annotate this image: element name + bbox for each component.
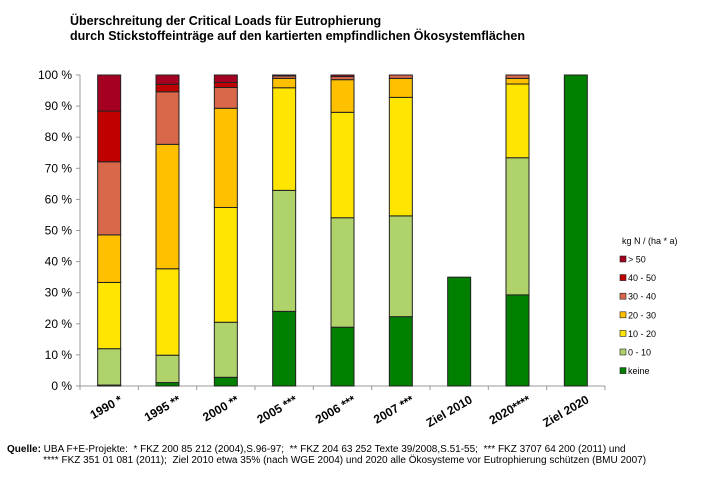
source-note: Quelle: UBA F+E-Projekte: * FKZ 200 85 2… [7,444,646,466]
bar-segment [213,81,238,88]
bar-segment [155,354,180,384]
y-tick-label: 60 % [45,192,73,206]
bar-segment [155,382,180,387]
x-tick-label: 2005 *** [255,392,300,426]
legend-label: keine [628,366,650,376]
bar-segment [272,74,297,77]
bar-segment [505,294,530,387]
legend-swatch [619,311,627,319]
chart-title: Überschreitung der Critical Loads für Eu… [70,14,525,44]
title-line-2: durch Stickstoffeinträge auf den kartier… [70,29,525,43]
legend-swatch [619,255,627,263]
bar-segment [272,310,297,387]
x-tick-label: Ziel 2010 [424,392,475,430]
legend-swatch [619,330,627,337]
y-tick-label: 100 % [38,68,72,82]
bar-segment [155,268,180,356]
bar-segment [330,79,355,113]
legend-swatch [619,348,627,356]
bar-segment [388,316,413,387]
legend-swatch [619,367,627,374]
bar-segment [97,161,122,236]
title-line-1: Überschreitung der Critical Loads für Eu… [70,14,382,28]
source-line-1: UBA F+E-Projekte: * FKZ 200 85 212 (2004… [40,444,626,455]
x-tick-label: 2007 *** [371,392,416,426]
y-tick-label: 90 % [45,99,73,113]
y-tick-label: 80 % [45,130,73,144]
legend-label: 10 - 20 [628,329,656,339]
x-tick-label: 1990 * [88,392,125,422]
bar-segment [563,74,588,387]
bar-segment [330,74,355,78]
bar-segment [213,107,238,208]
y-tick-label: 30 % [45,286,73,300]
legend-label: > 50 [628,255,646,265]
legend-label: 40 - 50 [628,273,656,283]
legend-label: 0 - 10 [628,348,651,358]
bar-segment [505,157,530,296]
bar-segment [97,348,122,386]
bar-segment [213,321,238,378]
bar-segment [213,206,238,323]
legend-title: kg N / (ha * a) [622,236,678,246]
bar-segment [505,77,530,85]
x-tick-label: 2006 *** [313,392,358,426]
x-tick-label: Ziel 2020 [540,392,591,430]
bar-segment [155,91,180,145]
bar-segment [97,110,122,163]
bar-segment [97,234,122,283]
x-tick-label: 1995 ** [142,392,183,424]
legend-swatch [619,292,627,300]
bar-segment [155,83,180,93]
y-tick-label: 50 % [45,224,73,238]
source-line-2: **** FKZ 351 01 081 (2011); Ziel 2010 et… [7,455,647,466]
bar-segment [213,74,238,83]
legend-swatch [619,274,627,281]
bar-segment [330,326,355,387]
y-tick-label: 0 % [51,379,72,393]
bar-segment [388,96,413,217]
y-tick-label: 40 % [45,255,73,269]
bar-segment [97,74,122,112]
bar-segment [330,217,355,328]
bar-segment [155,74,180,85]
bar-segment [505,74,530,79]
y-tick-label: 10 % [45,348,73,362]
bar-segment [447,276,472,387]
bar-segment [272,77,297,89]
bar-segment [155,143,180,270]
bar-segment [97,281,122,350]
bar-segment [213,86,238,109]
x-tick-label: 2020**** [487,392,534,427]
legend-label: 20 - 30 [628,310,656,320]
bar-segment [330,111,355,219]
y-tick-label: 20 % [45,317,73,331]
x-tick-label: 2000 ** [200,392,241,424]
bar-segment [213,376,238,387]
bar-segment [272,87,297,191]
source-label: Quelle: [7,444,41,455]
bar-segment [388,74,413,79]
bar-segment [388,215,413,318]
bar-segment [272,189,297,312]
bar-segment [388,77,413,98]
bar-segment [505,83,530,159]
legend-label: 30 - 40 [628,292,656,302]
y-tick-label: 70 % [45,161,73,175]
